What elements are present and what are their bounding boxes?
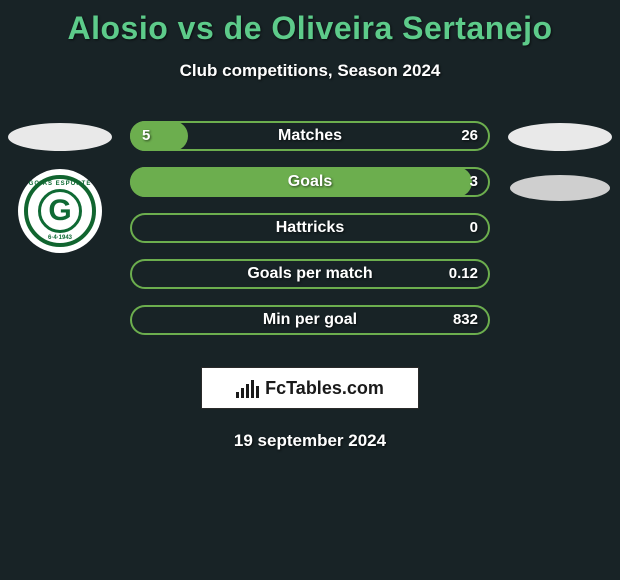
club-badge-letter: G	[38, 189, 82, 233]
bar-value-right: 0	[470, 213, 478, 243]
player-right-avatar-placeholder	[508, 123, 612, 151]
comparison-section: GOIÁS ESPORTE G 6·4·1943 5Matches26 Goals…	[0, 109, 620, 349]
bar-row: Hattricks0	[130, 213, 490, 243]
bar-row: Min per goal832	[130, 305, 490, 335]
page-subtitle: Club competitions, Season 2024	[0, 61, 620, 81]
bar-row: Goals3	[130, 167, 490, 197]
club-badge-ring: GOIÁS ESPORTE G 6·4·1943	[24, 175, 96, 247]
bar-label: Hattricks	[130, 213, 490, 243]
brand-bars-icon	[236, 378, 259, 398]
page-title: Alosio vs de Oliveira Sertanejo	[0, 0, 620, 47]
club-badge-bottom-text: 6·4·1943	[28, 235, 92, 241]
bar-label: Goals	[130, 167, 490, 197]
player-right-column	[500, 109, 620, 201]
bar-label: Matches	[130, 121, 490, 151]
bar-value-right: 832	[453, 305, 478, 335]
bar-row: Goals per match0.12	[130, 259, 490, 289]
footer-brand-text: FcTables.com	[265, 378, 384, 399]
bar-value-right: 26	[461, 121, 478, 151]
bar-value-right: 3	[470, 167, 478, 197]
footer-date: 19 september 2024	[0, 431, 620, 451]
player-right-club-placeholder	[510, 175, 610, 201]
player-left-avatar-placeholder	[8, 123, 112, 151]
player-left-column: GOIÁS ESPORTE G 6·4·1943	[0, 109, 120, 253]
bar-value-right: 0.12	[449, 259, 478, 289]
club-badge-top-text: GOIÁS ESPORTE	[28, 181, 92, 187]
player-left-club-badge: GOIÁS ESPORTE G 6·4·1943	[18, 169, 102, 253]
comparison-bars: 5Matches26 Goals3 Hattricks0 Goals per matc…	[130, 121, 490, 351]
bar-label: Min per goal	[130, 305, 490, 335]
footer-brand-box: FcTables.com	[201, 367, 419, 409]
bar-row: 5Matches26	[130, 121, 490, 151]
bar-label: Goals per match	[130, 259, 490, 289]
